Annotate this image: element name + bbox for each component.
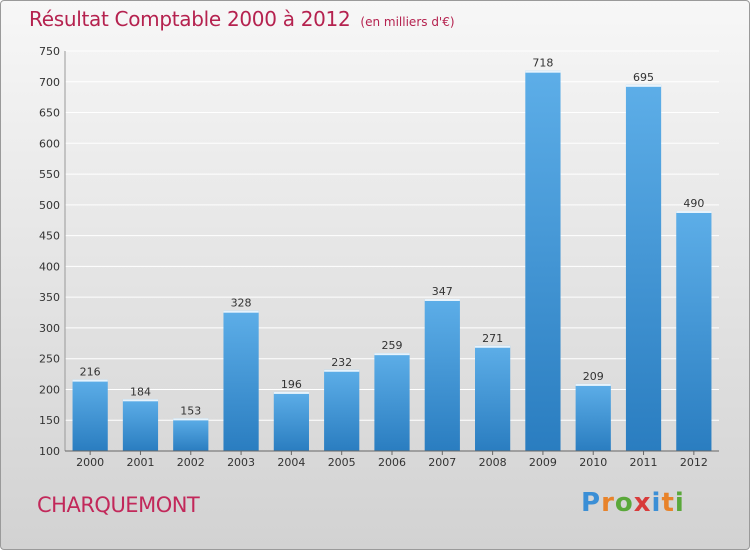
- value-label-2008: 271: [482, 332, 503, 345]
- y-tick-label: 450: [39, 230, 60, 243]
- x-tick-label-2006: 2006: [378, 456, 406, 469]
- x-tick-label-2010: 2010: [579, 456, 607, 469]
- x-tick-label-2003: 2003: [227, 456, 255, 469]
- value-label-2004: 196: [281, 378, 302, 391]
- bar-2003: [223, 310, 259, 451]
- bar-2012: [676, 211, 712, 451]
- bar-highlight-2000: [72, 379, 108, 382]
- bar-2011: [625, 84, 662, 451]
- y-tick-label: 250: [39, 353, 60, 366]
- bar-2008: [475, 345, 511, 451]
- x-tick-label-2009: 2009: [529, 456, 557, 469]
- bar-highlight-2005: [324, 369, 360, 372]
- y-tick-label: 700: [39, 76, 60, 89]
- y-tick-label: 650: [39, 107, 60, 120]
- x-tick-label-2011: 2011: [630, 456, 658, 469]
- bar-highlight-2010: [575, 383, 611, 386]
- value-label-2012: 490: [683, 197, 704, 210]
- y-tick-label: 350: [39, 291, 60, 304]
- bar-2005: [324, 369, 360, 451]
- y-tick-label: 750: [39, 45, 60, 58]
- value-label-2005: 232: [331, 356, 352, 369]
- chart-title: Résultat Comptable 2000 à 2012: [29, 7, 351, 31]
- logo-letter: i: [651, 488, 662, 518]
- bar-highlight-2007: [424, 299, 460, 301]
- bar-highlight-2001: [122, 399, 159, 402]
- commune-name: CHARQUEMONT: [37, 493, 200, 517]
- bar-highlight-2003: [223, 310, 259, 313]
- logo-letter: i: [674, 488, 685, 518]
- bar-highlight-2002: [173, 418, 209, 421]
- bar-highlight-2012: [676, 211, 712, 213]
- x-tick-label-2008: 2008: [479, 456, 507, 469]
- value-label-2006: 259: [382, 339, 403, 352]
- proxiti-logo: Proxiti: [581, 488, 685, 518]
- logo-letter: x: [633, 488, 652, 518]
- logo-letter: o: [614, 488, 634, 518]
- y-tick-label: 400: [39, 260, 60, 273]
- value-label-2007: 347: [432, 285, 453, 298]
- chart-header: Résultat Comptable 2000 à 2012 (en millie…: [29, 7, 455, 31]
- bar-2006: [374, 353, 410, 451]
- bar-2009: [525, 70, 561, 451]
- value-label-2010: 209: [583, 370, 604, 383]
- bar-2000: [72, 379, 108, 451]
- y-tick-label: 550: [39, 168, 60, 181]
- x-tick-label-2000: 2000: [76, 456, 104, 469]
- x-axis: 2000 2001 2002 2003 2004 2005 2006 2007 2008 2009…: [65, 450, 719, 469]
- value-label-2011: 695: [633, 71, 654, 84]
- bar-highlight-2008: [475, 345, 511, 348]
- logo-letter: r: [601, 488, 615, 518]
- x-tick-label-2002: 2002: [177, 456, 205, 469]
- bars: 216 184 153 328 196 232 259 347 271 718 209 695 490: [72, 57, 712, 451]
- bar-highlight-2011: [625, 84, 662, 87]
- y-tick-label: 200: [39, 383, 60, 396]
- value-label-2002: 153: [180, 404, 201, 417]
- y-tick-label: 100: [39, 445, 60, 458]
- x-tick-label-2001: 2001: [126, 456, 154, 469]
- bar-highlight-2006: [374, 353, 410, 356]
- bar-2010: [575, 383, 611, 451]
- value-label-2000: 216: [80, 366, 101, 379]
- x-tick-label-2004: 2004: [277, 456, 305, 469]
- y-tick-label: 300: [39, 322, 60, 335]
- bar-2004: [273, 391, 309, 451]
- chart-subtitle: (en milliers d'€): [360, 15, 455, 29]
- gridlines: [65, 50, 719, 452]
- y-tick-label: 500: [39, 199, 60, 212]
- logo-letter: P: [581, 488, 602, 518]
- bar-highlight-2004: [273, 391, 309, 394]
- bar-2007: [424, 299, 460, 451]
- bar-2002: [173, 418, 209, 451]
- y-tick-label: 150: [39, 414, 60, 427]
- bar-2001: [122, 399, 159, 451]
- y-axis: 100 150 200 250 300 350 400 450 500 550 600 650 700 7…: [39, 45, 66, 458]
- bar-highlight-2009: [525, 70, 561, 73]
- logo-letter: t: [661, 488, 675, 518]
- x-tick-label-2005: 2005: [328, 456, 356, 469]
- x-tick-label-2012: 2012: [680, 456, 708, 469]
- value-label-2003: 328: [231, 297, 252, 310]
- x-tick-label-2007: 2007: [428, 456, 456, 469]
- value-label-2001: 184: [130, 385, 151, 398]
- value-label-2009: 718: [532, 57, 553, 70]
- y-tick-label: 600: [39, 137, 60, 150]
